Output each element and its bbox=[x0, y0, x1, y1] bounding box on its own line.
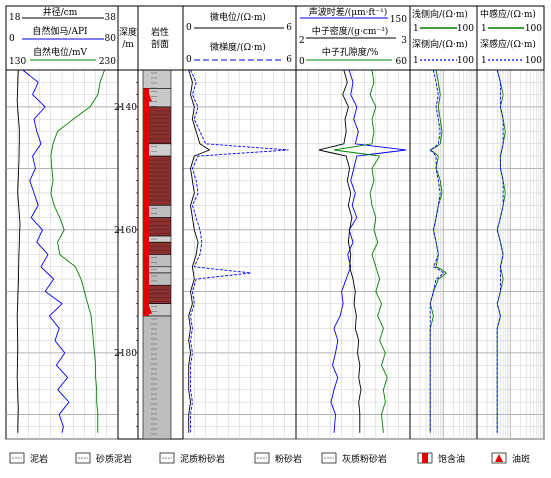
curve-中子密度 bbox=[318, 69, 362, 433]
header: 井径/cm 18 38 自然伽马/API 0 80 自然电位/mV 130 23… bbox=[9, 6, 542, 67]
curve-深感应 bbox=[496, 69, 504, 433]
curve-井径 bbox=[16, 69, 21, 433]
lld-deep-max: 100 bbox=[457, 56, 474, 66]
micro-normal-min: 0 bbox=[186, 23, 192, 33]
micro-inverse-label: 微梯度/(Ω·m) bbox=[210, 41, 266, 53]
micro-inverse-min: 0 bbox=[186, 55, 192, 65]
legend-label: 砂质泥岩 bbox=[96, 453, 132, 465]
curve-微电位 bbox=[188, 69, 211, 433]
lld-deep-label: 深侧向/(Ω·m) bbox=[412, 38, 468, 50]
depth-header-2: /m bbox=[122, 40, 134, 50]
lith-header-1: 岩性 bbox=[151, 26, 169, 38]
lld-shallow-label: 浅侧向/(Ω·m) bbox=[412, 8, 468, 20]
caliper-max: 38 bbox=[105, 13, 117, 23]
track-borders bbox=[6, 6, 544, 439]
cnl-max: 60 bbox=[396, 57, 408, 67]
curve-自然电位 bbox=[50, 69, 106, 433]
cnl-label: 中子孔隙度/% bbox=[322, 46, 379, 58]
micro-inverse-max: 6 bbox=[286, 55, 292, 65]
den-min: 2 bbox=[299, 36, 305, 46]
curve-声波时差 bbox=[330, 69, 407, 433]
micro-normal-label: 微电位/(Ω·m) bbox=[210, 11, 266, 23]
curve-微梯度 bbox=[190, 69, 289, 433]
micro-normal-max: 6 bbox=[286, 23, 292, 33]
legend-label: 饱含油 bbox=[438, 453, 465, 465]
ind-deep-max: 100 bbox=[525, 56, 542, 66]
sp-min: 130 bbox=[9, 57, 26, 67]
caliper-label: 井径/cm bbox=[43, 6, 78, 18]
curve-中子孔隙度 bbox=[333, 69, 388, 433]
oil-spot-icon bbox=[495, 454, 503, 462]
sp-label: 自然电位/mV bbox=[33, 46, 88, 58]
ind-deep-min: 1 bbox=[481, 56, 487, 66]
gamma-label: 自然伽马/API bbox=[32, 25, 88, 37]
depth-header-1: 深度 bbox=[119, 26, 137, 38]
legend-label: 泥岩 bbox=[30, 453, 48, 465]
oil-saturated-fill bbox=[422, 453, 428, 463]
lld-shallow-min: 1 bbox=[413, 24, 419, 34]
lithology-legend: 泥岩 砂质泥岩 泥质粉砂岩 粉砂岩 灰质粉砂岩 饱含油 油斑 bbox=[9, 452, 530, 465]
ind-medium-min: 1 bbox=[481, 24, 487, 34]
depth-tick-label: 2140 bbox=[114, 103, 137, 113]
curve-自然伽马 bbox=[22, 69, 70, 433]
legend-label: 油斑 bbox=[512, 453, 530, 465]
den-max: 3 bbox=[401, 36, 407, 46]
caliper-min: 18 bbox=[9, 13, 21, 23]
legend-label: 粉砂岩 bbox=[275, 453, 302, 465]
curve-中感应 bbox=[496, 69, 506, 433]
lithology-column bbox=[142, 69, 172, 440]
oil-indicator-strip bbox=[143, 88, 149, 316]
sp-max: 230 bbox=[99, 57, 116, 67]
lld-deep-min: 1 bbox=[413, 56, 419, 66]
ind-deep-label: 深感应/(Ω·m) bbox=[480, 38, 536, 50]
lith-interval-sandy-mudstone bbox=[142, 315, 172, 440]
gamma-min: 0 bbox=[9, 34, 15, 44]
cnl-min: 0 bbox=[299, 57, 305, 67]
legend-label: 泥质粉砂岩 bbox=[180, 453, 225, 465]
log-curves bbox=[16, 69, 506, 433]
ind-medium-max: 100 bbox=[525, 24, 542, 34]
lith-header-2: 剖面 bbox=[151, 38, 169, 50]
legend-label: 灰质粉砂岩 bbox=[342, 453, 387, 465]
track-grids bbox=[6, 69, 545, 440]
depth-tick-label: 2160 bbox=[114, 226, 137, 236]
ind-medium-label: 中感应/(Ω·m) bbox=[480, 8, 536, 20]
curve-深侧向 bbox=[429, 69, 445, 433]
lld-shallow-max: 100 bbox=[457, 24, 474, 34]
depth-ticks: 2140 2160 2180 bbox=[114, 69, 138, 440]
gamma-max: 80 bbox=[105, 34, 117, 44]
den-label: 中子密度/(g·cm⁻³) bbox=[312, 25, 389, 37]
log-frame bbox=[5, 5, 545, 440]
depth-tick-label: 2180 bbox=[114, 349, 137, 359]
ac-label: 声波时差/(μm·ft⁻¹) bbox=[309, 6, 388, 18]
ac-max: 150 bbox=[390, 15, 407, 25]
